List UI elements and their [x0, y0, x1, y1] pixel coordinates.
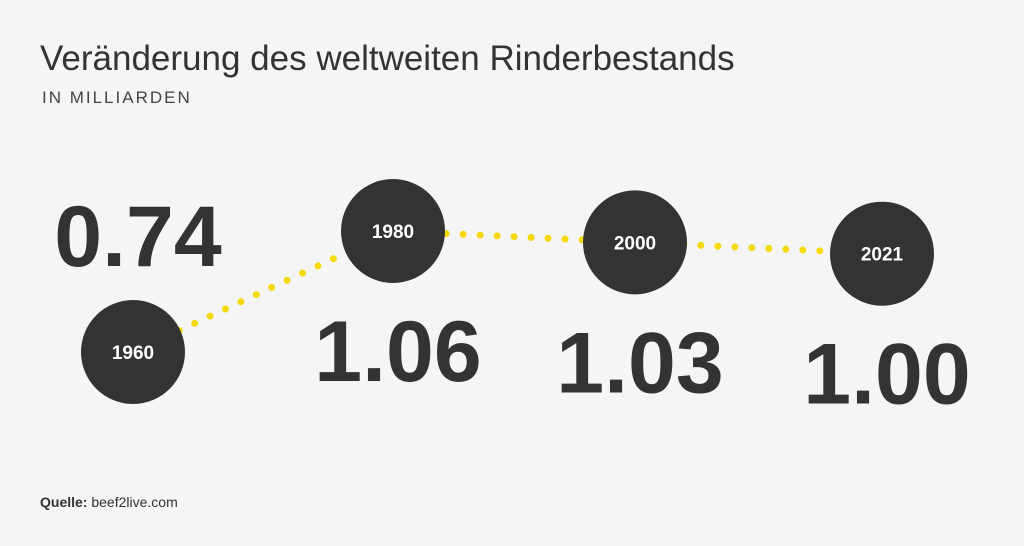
point-marker	[583, 190, 687, 295]
value-label: 1.00	[803, 327, 970, 423]
chart-subtitle: IN MILLIARDEN	[42, 88, 192, 107]
year-label: 1980	[372, 222, 414, 243]
source-text: beef2live.com	[91, 494, 177, 510]
source: Quelle: beef2live.com	[40, 494, 178, 510]
value-label: 1.06	[314, 304, 481, 400]
point-marker	[341, 179, 445, 283]
plot: 1960 0.74 1980 1.06 2000 1.03 2021 1.00	[54, 179, 971, 423]
connector-line	[129, 227, 886, 356]
year-label: 1960	[112, 343, 154, 364]
source-label: Quelle:	[40, 494, 87, 510]
year-label: 2000	[614, 233, 656, 254]
chart-title: Veränderung des weltweiten Rinderbestand…	[40, 39, 735, 78]
value-label: 0.74	[54, 189, 222, 285]
year-label: 2021	[861, 245, 904, 266]
value-label: 1.03	[556, 315, 723, 411]
point-marker	[81, 300, 185, 404]
point-marker	[830, 201, 934, 306]
